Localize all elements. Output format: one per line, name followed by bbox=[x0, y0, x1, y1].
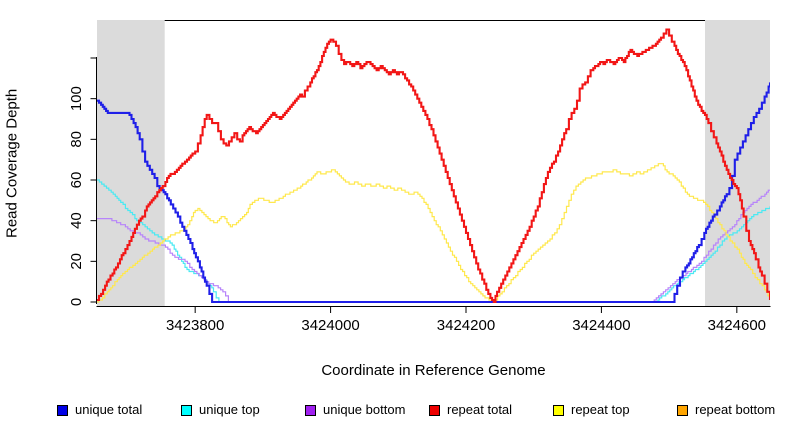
x-tick-label: 3424400 bbox=[572, 317, 630, 334]
legend-item-unique-total: unique total bbox=[57, 400, 142, 420]
x-tick-label: 3424600 bbox=[708, 317, 766, 334]
legend-label: repeat bottom bbox=[695, 402, 776, 417]
legend-label: repeat total bbox=[447, 402, 513, 417]
legend-item-repeat-top: repeat top bbox=[553, 400, 630, 420]
x-tick-label: 3424000 bbox=[301, 317, 359, 334]
series-group bbox=[97, 28, 770, 304]
y-axis-title: Read Coverage Depth bbox=[3, 88, 21, 239]
legend-label: unique total bbox=[75, 402, 143, 417]
y-tick-label: 100 bbox=[68, 86, 85, 111]
legend-swatch-repeat-top bbox=[553, 404, 564, 416]
legend-item-unique-bottom: unique bottom bbox=[305, 400, 405, 420]
legend-item-repeat-bottom: repeat bottom bbox=[677, 400, 775, 420]
legend-swatch-unique-top bbox=[181, 404, 192, 416]
legend-swatch-repeat-bottom bbox=[677, 404, 688, 416]
series-line-repeat-total bbox=[97, 28, 770, 304]
shaded-region bbox=[705, 20, 770, 306]
legend-item-repeat-total: repeat total bbox=[429, 400, 512, 420]
y-tick-label: 40 bbox=[68, 212, 85, 229]
series-line-unique-total bbox=[97, 82, 770, 304]
coverage-plot: 0 20 40 60 80 100 3423800 3424000 3424200 3424400… bbox=[68, 20, 771, 334]
legend-swatch-repeat-total bbox=[429, 404, 440, 416]
legend: unique total unique top unique bottom repea… bbox=[0, 400, 792, 426]
legend-swatch-unique-total bbox=[57, 404, 68, 416]
legend-label: unique top bbox=[199, 402, 260, 417]
series-line-repeat-bottom bbox=[97, 170, 770, 302]
y-tick-label: 80 bbox=[68, 131, 85, 148]
y-tick-label: 20 bbox=[68, 253, 85, 270]
series-line-unique-bottom bbox=[97, 189, 770, 303]
x-tick-label: 3424200 bbox=[437, 317, 495, 334]
legend-swatch-unique-bottom bbox=[305, 404, 316, 416]
series-line-repeat-top bbox=[97, 163, 770, 303]
legend-item-unique-top: unique top bbox=[181, 400, 260, 420]
x-tick-label: 3423800 bbox=[166, 317, 224, 334]
x-axis-title: Coordinate in Reference Genome bbox=[321, 362, 546, 379]
y-tick-label: 0 bbox=[68, 298, 85, 306]
y-tick-label: 60 bbox=[68, 172, 85, 189]
series-line-unique-top bbox=[97, 179, 770, 303]
legend-label: repeat top bbox=[571, 402, 630, 417]
legend-label: unique bottom bbox=[323, 402, 406, 417]
shaded-region bbox=[97, 20, 165, 306]
